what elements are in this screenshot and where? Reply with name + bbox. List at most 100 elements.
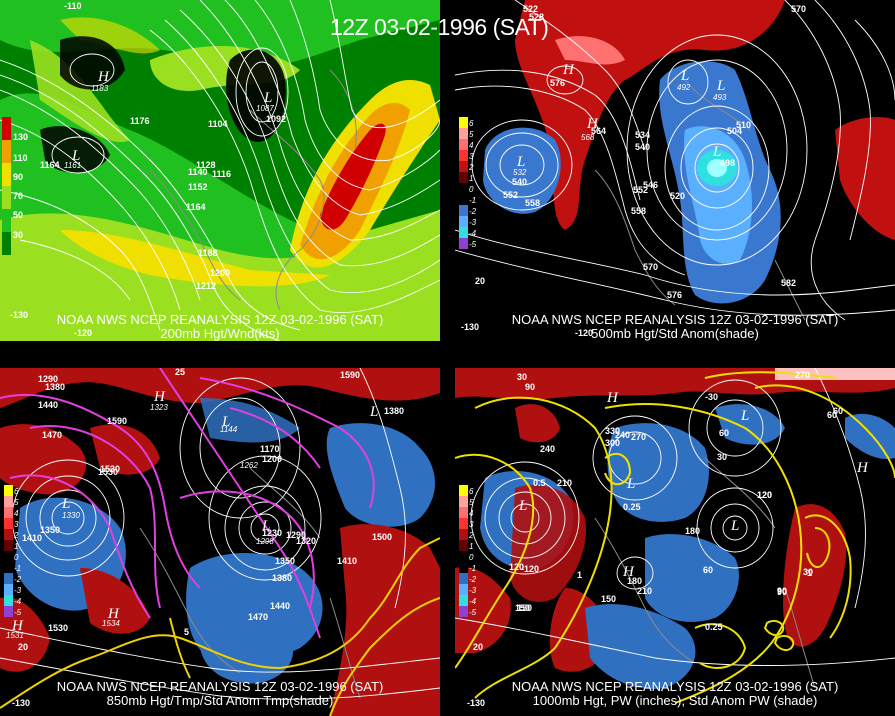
contour-label: 510 — [736, 120, 751, 130]
contour-label: -120 — [521, 564, 539, 574]
legend-label: 5 — [14, 498, 19, 507]
contour-label: 576 — [667, 290, 682, 300]
legend-label: 1 — [469, 542, 473, 551]
high-pressure-marker: H — [11, 618, 24, 634]
low-value-label: 1330 — [62, 511, 80, 520]
caption-line-field: 850mb Hgt/Tmp/Std Anom Tmp(shade) — [106, 693, 334, 708]
contour-label: 1290 — [286, 530, 306, 540]
contour-label: 1410 — [22, 533, 42, 543]
temp-label: 25 — [175, 368, 185, 377]
contour-label: 522 — [523, 4, 538, 14]
contour-label: 60 — [833, 406, 843, 416]
contour-label: 30 — [717, 452, 727, 462]
contour-label: 1320 — [296, 536, 316, 546]
low-pressure-marker: L — [61, 496, 70, 512]
contour-label: 180 — [627, 576, 642, 586]
legend-label: 4 — [469, 141, 474, 150]
contour-label: 90 — [525, 382, 535, 392]
panel-1000mb-height-precip-water: 30 270 60 90 330 300 240 270 210 120 180… — [455, 368, 895, 716]
legend-label: -2 — [469, 575, 477, 584]
legend-label: 2 — [13, 531, 19, 540]
low-value-label: 492 — [677, 83, 691, 92]
contour-label: 1380 — [384, 406, 404, 416]
caption-line-source: NOAA NWS NCEP REANALYSIS 12Z 03-02-1996 … — [56, 679, 384, 694]
contour-label: 1176 — [130, 116, 150, 126]
axis-label: -130 — [12, 698, 30, 708]
caption-line-field: 1000mb Hgt, PW (inches), Std Anom PW (sh… — [532, 693, 818, 708]
low-pressure-marker: L — [369, 404, 378, 420]
contour-label: 1530 — [98, 467, 118, 477]
low-pressure-marker: L — [71, 148, 80, 164]
caption-line-field: 500mb Hgt/Std Anom(shade) — [591, 326, 759, 341]
low-pressure-marker: L — [740, 408, 749, 424]
high-pressure-marker: H — [606, 390, 619, 406]
high-value-label: 1534 — [102, 619, 120, 628]
contour-label: 270 — [795, 370, 810, 380]
legend-label: 6 — [14, 487, 19, 496]
legend-label: 110 — [13, 153, 28, 163]
panel-caption: NOAA NWS NCEP REANALYSIS 12Z 03-02-1996 … — [455, 313, 895, 341]
contour-label: 30 — [803, 567, 813, 577]
contour-label: 1230 — [262, 528, 282, 538]
contour-label: 1380 — [272, 573, 292, 583]
contour-label: 558 — [631, 206, 646, 216]
legend-label: -1 — [469, 564, 476, 573]
pw-label: 0.25 — [623, 502, 641, 512]
high-pressure-marker: H — [856, 460, 869, 476]
legend-label: -3 — [469, 586, 477, 595]
contour-label: 1200 — [262, 454, 282, 464]
high-value-label: 1531 — [6, 631, 24, 640]
contour-label: 90 — [777, 587, 787, 597]
contour-label: 1164 — [186, 202, 206, 212]
low-value-label: 1298 — [256, 537, 274, 546]
contour-label: 270 — [631, 432, 646, 442]
contour-label: 90 — [777, 586, 787, 596]
contour-label: 30 — [517, 372, 527, 382]
contour-label: 582 — [781, 278, 796, 288]
axis-label: -120 — [575, 328, 593, 338]
legend-label: -5 — [14, 608, 22, 617]
contour-label: 564 — [591, 126, 606, 136]
contour-label: 1500 — [372, 532, 392, 542]
low-pressure-marker: L — [730, 518, 739, 534]
contour-label: 1590 — [340, 370, 360, 380]
wind-speed-legend: 130 110 90 70 50 30 — [2, 117, 28, 255]
low-value-label: 493 — [713, 93, 727, 102]
low-pressure-marker: L — [263, 90, 272, 106]
axis-label: -110 — [64, 1, 82, 11]
axis-label: -130 — [461, 322, 479, 332]
high-pressure-marker: H — [153, 389, 166, 405]
high-value-label: 568 — [581, 133, 595, 142]
legend-label: 3 — [469, 152, 474, 161]
contour-label: 546 — [643, 180, 658, 190]
legend-label: -1 — [469, 196, 476, 205]
legend-label: -5 — [469, 240, 477, 249]
contour-label: 1212 — [196, 281, 216, 291]
axis-label: -130 — [467, 698, 485, 708]
legend-label: 4 — [469, 509, 474, 518]
contour-label: 1104 — [208, 119, 228, 129]
legend-label: 0 — [469, 185, 474, 194]
high-pressure-marker: H — [622, 564, 635, 580]
legend-label: 50 — [13, 210, 23, 220]
contour-label: 498 — [720, 158, 735, 168]
contour-label: 240 — [540, 444, 555, 454]
legend-label: 1 — [469, 174, 473, 183]
contour-label: 120 — [757, 490, 772, 500]
high-pressure-marker: H — [97, 69, 110, 85]
contour-label: 1140 — [188, 167, 208, 177]
legend-label: 2 — [468, 163, 474, 172]
contour-label: 1440 — [270, 601, 290, 611]
legend-label: 0 — [14, 553, 19, 562]
caption-line-field: 200mb Hgt/Wnd(kts) — [160, 326, 280, 341]
contour-label: 1092 — [266, 114, 286, 124]
contour-label: 570 — [791, 4, 806, 14]
legend-label: 2 — [468, 531, 474, 540]
low-value-label: 1262 — [240, 461, 258, 470]
panel-500mb-height-anomaly: 522 528 570 576 564 540 534 510 504 498 … — [455, 0, 895, 341]
caption-line-source: NOAA NWS NCEP REANALYSIS 12Z 03-02-1996 … — [56, 312, 384, 327]
contour-label: 1530 — [100, 464, 120, 474]
contour-label: 576 — [550, 78, 565, 88]
contour-label: 300 — [605, 438, 620, 448]
